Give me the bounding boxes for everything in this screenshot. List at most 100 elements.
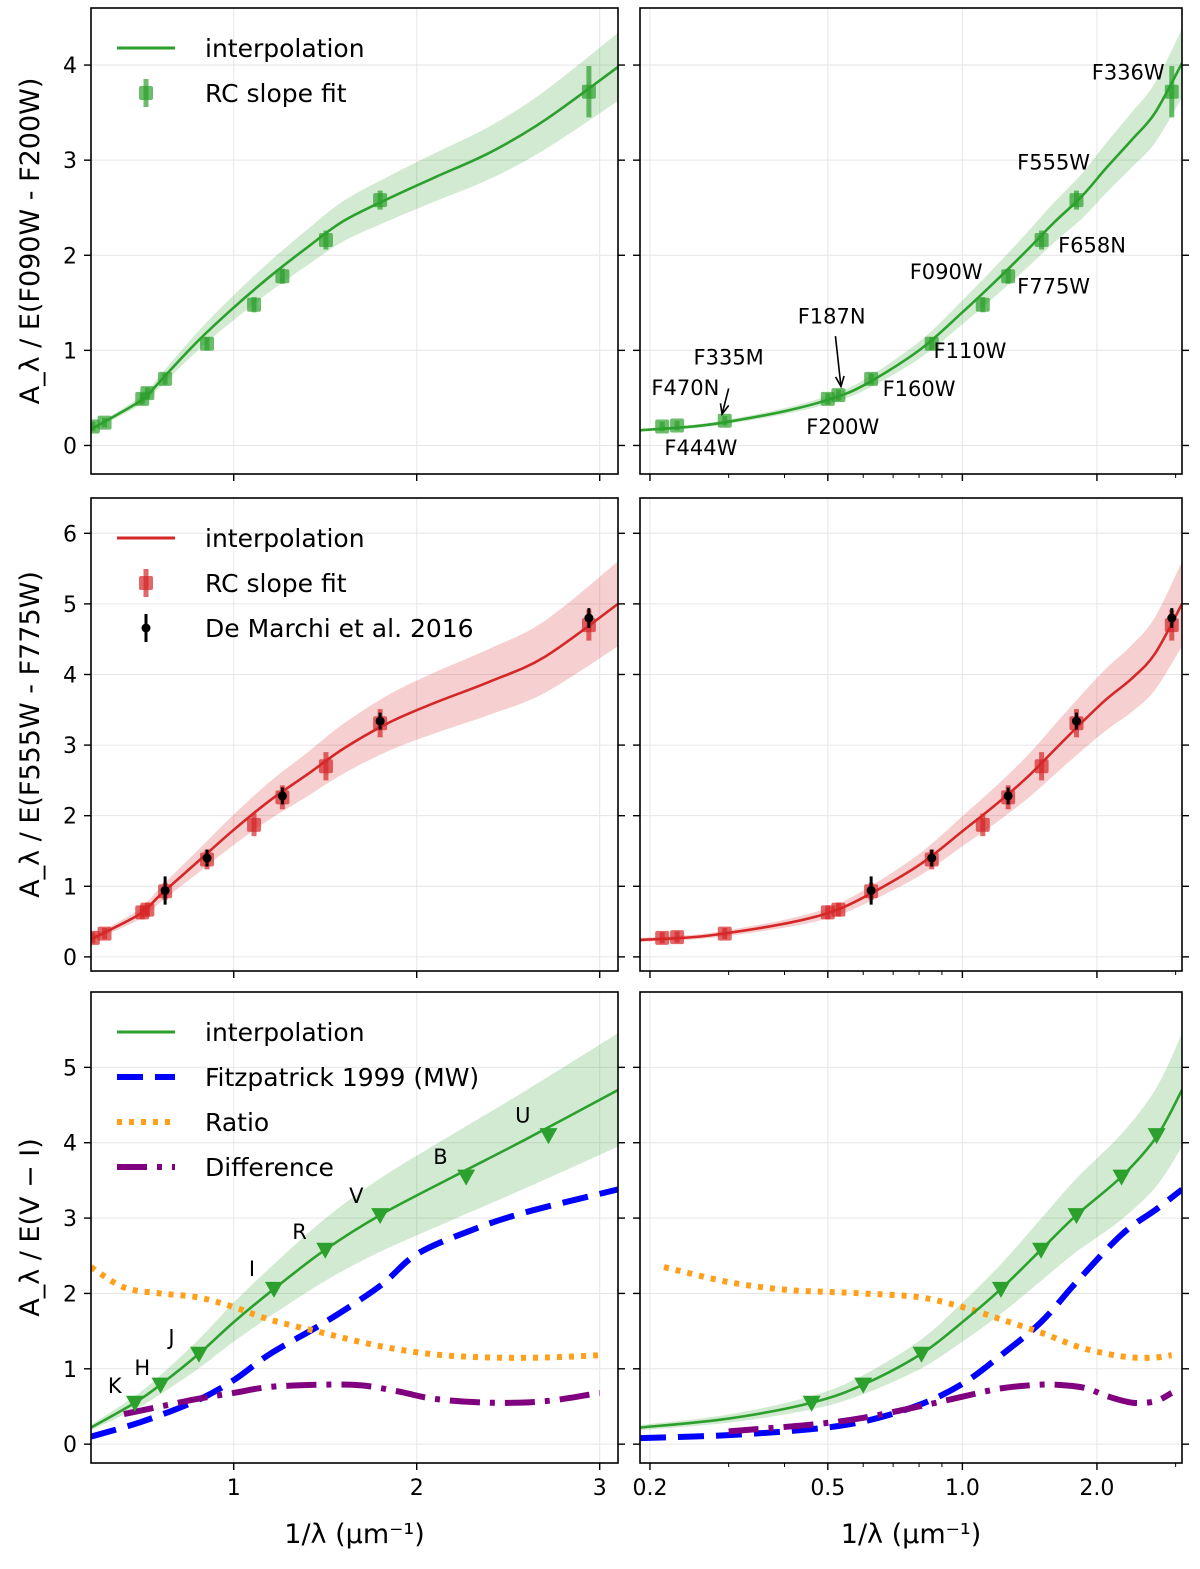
data-point	[264, 1281, 283, 1298]
uncertainty-band	[640, 561, 1182, 942]
data-point	[140, 386, 155, 401]
y-tick-label: 1	[63, 1358, 77, 1383]
y-tick-label: 5	[63, 593, 77, 618]
gridlines	[91, 8, 618, 474]
y-axis-title: A_λ / E(F555W - F775W)	[15, 571, 46, 898]
axes-frame	[90, 497, 619, 972]
data-point	[820, 905, 835, 920]
y-tick-label: 2	[63, 244, 77, 269]
axes-frame	[90, 7, 619, 475]
series-rc-slope-fit	[91, 66, 596, 434]
x-tick-label: 1	[227, 1476, 241, 1501]
y-tick-label: 0	[63, 434, 77, 459]
data-point	[1167, 613, 1177, 623]
interpolation-line	[640, 603, 1182, 942]
plot-area	[640, 1033, 1182, 1442]
series-de-marchi-et-al-2016	[866, 608, 1177, 905]
data-point	[158, 371, 173, 386]
data-point	[316, 1242, 335, 1259]
data-point	[1003, 791, 1013, 801]
annotation-arrow	[834, 336, 842, 387]
x-tick-label: 2.0	[1079, 1476, 1114, 1501]
data-point	[655, 419, 670, 434]
legend-swatch	[139, 86, 153, 100]
arrow-head	[834, 375, 845, 389]
annotation-label: F336W	[1092, 60, 1165, 84]
annotation-label: F775W	[1017, 274, 1090, 298]
data-point	[831, 388, 846, 403]
legend-label: RC slope fit	[205, 79, 347, 108]
annotation-label: F555W	[1017, 151, 1090, 175]
y-tick-label: 1	[63, 339, 77, 364]
data-point	[125, 1395, 144, 1412]
annotation-label: F335M	[694, 346, 764, 370]
legend-label: interpolation	[205, 34, 365, 63]
data-point	[975, 297, 990, 312]
arrow-head	[719, 403, 730, 417]
plot-area	[91, 32, 618, 434]
data-point	[1034, 233, 1049, 248]
data-point	[670, 930, 685, 945]
y-tick-label: 0	[63, 946, 77, 971]
plot-area	[91, 1033, 618, 1440]
data-point	[924, 336, 939, 351]
uncertainty-band	[640, 1033, 1182, 1431]
annotation-label: V	[349, 1184, 364, 1208]
legend-label: Fitzpatrick 1999 (MW)	[205, 1063, 479, 1092]
data-point	[200, 336, 215, 351]
y-tick-label: 4	[63, 663, 77, 688]
legend-swatch	[141, 623, 151, 633]
data-point	[1071, 716, 1081, 726]
panel-p11	[633, 497, 1189, 978]
x-axis-title: 1/λ (μm⁻¹)	[841, 1519, 981, 1550]
series-bands	[802, 1128, 1166, 1412]
x-tick-label: 0.5	[810, 1476, 845, 1501]
legend-label: Difference	[205, 1153, 334, 1182]
legend-label: interpolation	[205, 1018, 365, 1047]
plot-area	[91, 561, 618, 945]
plot-area	[640, 561, 1182, 945]
data-point	[655, 930, 670, 945]
data-point	[584, 613, 594, 623]
y-tick-label: 3	[63, 734, 77, 759]
data-point	[975, 817, 990, 832]
annotation-label: F200W	[806, 415, 879, 439]
data-point	[371, 1208, 390, 1225]
x-tick-label: 1.0	[945, 1476, 980, 1501]
annotation-label: J	[166, 1326, 174, 1350]
data-point	[717, 926, 732, 941]
data-point	[1067, 1208, 1086, 1225]
annotation-label: B	[433, 1145, 447, 1169]
data-point	[1069, 193, 1084, 208]
y-tick-label: 4	[63, 54, 77, 79]
data-point	[140, 902, 155, 917]
data-point	[1001, 269, 1016, 284]
series-bands	[125, 1128, 558, 1412]
y-axis-title: A_λ / E(F090W - F200W)	[15, 78, 46, 405]
data-point	[912, 1346, 931, 1363]
legend-label: RC slope fit	[205, 569, 347, 598]
gridlines	[640, 992, 1182, 1463]
gridlines	[640, 498, 1182, 971]
series-rc-slope-fit	[655, 609, 1179, 945]
data-point	[802, 1395, 821, 1412]
y-tick-label: 3	[63, 149, 77, 174]
interpolation-line	[640, 62, 1182, 432]
data-point	[717, 413, 732, 428]
data-point	[318, 233, 333, 248]
data-point	[927, 853, 937, 863]
data-point	[277, 791, 287, 801]
y-tick-label: 5	[63, 1056, 77, 1081]
y-tick-label: 0	[63, 1433, 77, 1458]
x-tick-label: 3	[593, 1476, 607, 1501]
data-point	[247, 297, 262, 312]
panel-p01: F336W F555W F658N F775W F090W F110W F160W F187N…	[633, 7, 1189, 481]
data-point	[854, 1377, 873, 1394]
legend-label: interpolation	[205, 524, 365, 553]
data-point	[1112, 1169, 1131, 1186]
data-point	[864, 371, 879, 386]
series-line-fitzpatrick-1999-mw-	[640, 1187, 1182, 1442]
data-point	[275, 269, 290, 284]
series-rc-slope-fit	[655, 66, 1179, 434]
annotation-label: F658N	[1058, 233, 1126, 257]
